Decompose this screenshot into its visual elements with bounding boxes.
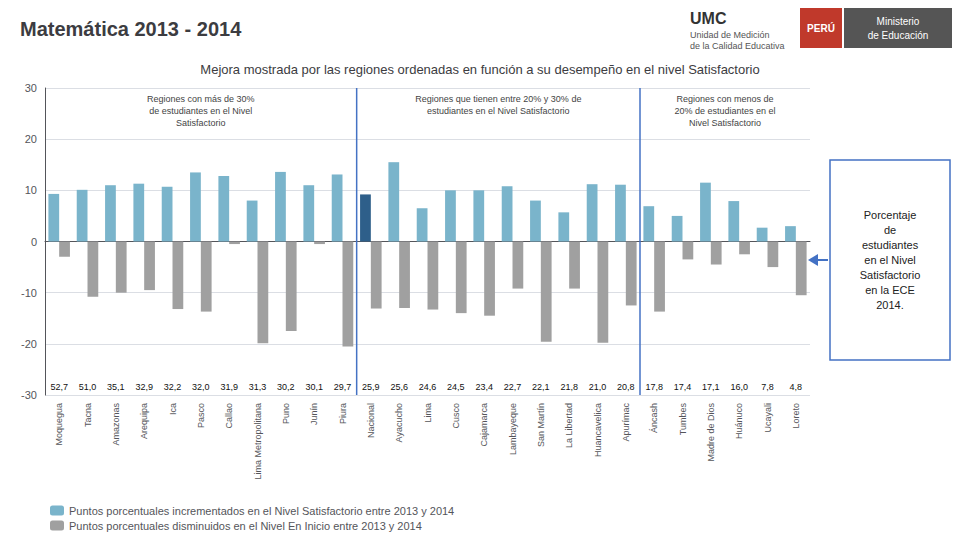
svg-text:24,5: 24,5	[447, 382, 465, 392]
svg-text:22,1: 22,1	[532, 382, 550, 392]
svg-text:Regiones que tienen entre 20%: Regiones que tienen entre 20% y 30% de	[415, 94, 581, 104]
svg-text:Tacna: Tacna	[83, 403, 93, 427]
svg-text:Matemática 2013 - 2014: Matemática 2013 - 2014	[20, 18, 242, 40]
svg-text:San Martín: San Martín	[536, 403, 546, 447]
svg-text:-20: -20	[21, 338, 37, 350]
svg-text:Unidad de Medición: Unidad de Medición	[690, 30, 770, 40]
svg-text:31,9: 31,9	[220, 382, 238, 392]
svg-text:Huánuco: Huánuco	[734, 403, 744, 439]
svg-text:Loreto: Loreto	[791, 403, 801, 429]
svg-text:30,2: 30,2	[277, 382, 295, 392]
svg-text:52,7: 52,7	[50, 382, 68, 392]
svg-text:Nacional: Nacional	[366, 403, 376, 438]
svg-text:Lima Metropolitana: Lima Metropolitana	[253, 403, 263, 480]
svg-text:de: de	[884, 224, 896, 236]
svg-text:Huancavelica: Huancavelica	[593, 403, 603, 457]
svg-text:32,0: 32,0	[192, 382, 210, 392]
svg-text:32,2: 32,2	[164, 382, 182, 392]
svg-text:Satisfactorio: Satisfactorio	[176, 118, 226, 128]
svg-text:de estudiantes en el Nivel: de estudiantes en el Nivel	[149, 106, 252, 116]
svg-text:51,0: 51,0	[79, 382, 97, 392]
svg-text:Madre de Dios: Madre de Dios	[706, 403, 716, 462]
svg-text:17,4: 17,4	[674, 382, 692, 392]
svg-text:Piura: Piura	[338, 403, 348, 424]
svg-text:17,8: 17,8	[645, 382, 663, 392]
svg-text:Apurímac: Apurímac	[621, 403, 631, 442]
svg-text:La Libertad: La Libertad	[564, 403, 574, 448]
svg-text:Ministerio: Ministerio	[877, 16, 920, 27]
svg-text:32,9: 32,9	[135, 382, 153, 392]
svg-text:Ayacucho: Ayacucho	[394, 403, 404, 442]
svg-text:de la Calidad Educativa: de la Calidad Educativa	[690, 41, 785, 51]
svg-text:7,8: 7,8	[761, 382, 774, 392]
svg-text:en la ECE: en la ECE	[865, 284, 915, 296]
svg-text:Junín: Junín	[309, 403, 319, 425]
svg-text:Moquegua: Moquegua	[54, 403, 64, 446]
svg-text:Mejora mostrada por las region: Mejora mostrada por las regiones ordenad…	[200, 62, 759, 77]
svg-text:estudiantes en el Nivel Satisf: estudiantes en el Nivel Satisfactorio	[427, 106, 570, 116]
svg-text:24,6: 24,6	[419, 382, 437, 392]
svg-text:Puntos porcentuales incrementa: Puntos porcentuales incrementados en el …	[69, 505, 454, 517]
svg-text:0: 0	[31, 236, 37, 248]
svg-text:de Educación: de Educación	[868, 30, 929, 41]
svg-text:Áncash: Áncash	[649, 403, 659, 433]
svg-text:Nivel Satisfactorio: Nivel Satisfactorio	[689, 118, 761, 128]
svg-text:30,1: 30,1	[305, 382, 323, 392]
svg-text:21,0: 21,0	[589, 382, 607, 392]
svg-text:25,9: 25,9	[362, 382, 380, 392]
svg-text:30: 30	[25, 82, 37, 94]
svg-text:20: 20	[25, 133, 37, 145]
svg-text:25,6: 25,6	[390, 382, 408, 392]
svg-text:Callao: Callao	[224, 403, 234, 429]
svg-text:29,7: 29,7	[334, 382, 352, 392]
svg-text:20,8: 20,8	[617, 382, 635, 392]
svg-text:Puno: Puno	[281, 403, 291, 424]
svg-text:23,4: 23,4	[475, 382, 493, 392]
svg-text:Lambayeque: Lambayeque	[508, 403, 518, 455]
svg-text:-30: -30	[21, 389, 37, 401]
svg-text:35,1: 35,1	[107, 382, 125, 392]
svg-text:PERÚ: PERÚ	[807, 22, 835, 34]
svg-text:Regiones con más de 30%: Regiones con más de 30%	[147, 94, 255, 104]
svg-text:en el Nivel: en el Nivel	[864, 254, 915, 266]
svg-text:Puntos porcentuales disminuido: Puntos porcentuales disminuidos en el Ni…	[69, 520, 422, 532]
svg-text:Lima: Lima	[423, 403, 433, 423]
svg-text:Pasco: Pasco	[196, 403, 206, 428]
svg-text:Cajamarca: Cajamarca	[479, 403, 489, 447]
svg-text:22,7: 22,7	[504, 382, 522, 392]
svg-text:Amazonas: Amazonas	[111, 403, 121, 446]
svg-text:Arequipa: Arequipa	[139, 403, 149, 439]
svg-text:Porcentaje: Porcentaje	[864, 209, 917, 221]
svg-text:Regiones con menos de: Regiones con menos de	[676, 94, 773, 104]
svg-text:Cusco: Cusco	[451, 403, 461, 429]
svg-text:Satisfactorio: Satisfactorio	[860, 269, 921, 281]
svg-text:Ica: Ica	[168, 403, 178, 415]
svg-text:21,8: 21,8	[560, 382, 578, 392]
svg-text:Tumbes: Tumbes	[678, 403, 688, 436]
svg-text:-10: -10	[21, 287, 37, 299]
svg-text:20% de estudiantes en el: 20% de estudiantes en el	[674, 106, 775, 116]
svg-text:2014.: 2014.	[876, 299, 904, 311]
svg-text:4,8: 4,8	[790, 382, 803, 392]
svg-text:16,0: 16,0	[730, 382, 748, 392]
svg-text:10: 10	[25, 184, 37, 196]
svg-text:31,3: 31,3	[249, 382, 267, 392]
svg-text:Ucayali: Ucayali	[763, 403, 773, 433]
svg-text:17,1: 17,1	[702, 382, 720, 392]
svg-text:estudiantes: estudiantes	[862, 239, 919, 251]
svg-text:UMC: UMC	[690, 10, 727, 27]
